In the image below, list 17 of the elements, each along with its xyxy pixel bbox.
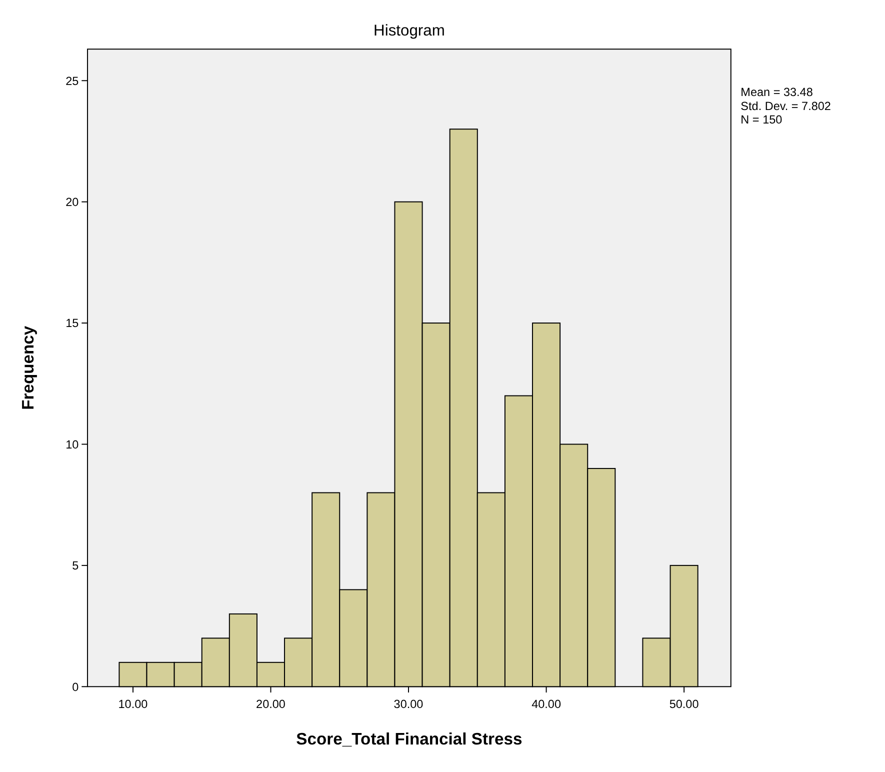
y-tick-label: 0 — [72, 680, 80, 694]
x-tick-label: 20.00 — [256, 698, 286, 712]
y-tick-label: 15 — [66, 317, 80, 330]
y-tick-label: 10 — [66, 438, 80, 452]
text: N = 150 — [740, 114, 783, 127]
y-tick-label: 25 — [66, 74, 80, 88]
text: Std. Dev. = 7.802 — [740, 100, 831, 113]
x-axis-title: Score_Total Financial Stress — [296, 729, 522, 748]
x-tick-label: 40.00 — [532, 698, 562, 712]
x-tick-label: 10.00 — [118, 698, 148, 712]
y-tick-label: 5 — [72, 560, 80, 573]
y-tick-label: 20 — [66, 196, 80, 209]
x-tick-label: 50.00 — [669, 698, 700, 712]
chart-title: Histogram — [374, 22, 445, 40]
y-axis-title: Frequency — [18, 325, 38, 410]
x-tick-label: 30.00 — [394, 698, 424, 712]
text: Mean = 33.48 — [740, 86, 814, 100]
